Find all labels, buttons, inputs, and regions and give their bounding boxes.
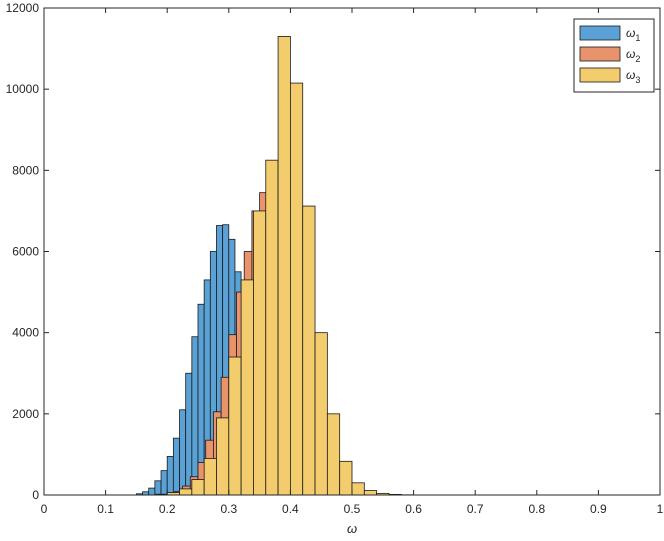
- bar-omega-3-15: [339, 460, 353, 496]
- bar-omega-1-2: [148, 487, 156, 496]
- x-tick-label: 0.4: [282, 502, 299, 516]
- bar-omega-1-3: [154, 480, 162, 496]
- legend-entry-subscript: 2: [635, 54, 640, 64]
- x-tick-label: 0.6: [405, 502, 422, 516]
- x-tick-label: 0.8: [528, 502, 545, 516]
- y-tick-label: 10000: [6, 82, 40, 96]
- y-tick-label: 0: [32, 488, 39, 502]
- legend-swatch: [579, 67, 621, 83]
- bar-omega-1-4: [160, 470, 168, 496]
- legend-swatch: [579, 46, 621, 62]
- bars-layer: [135, 36, 414, 496]
- legend-entry-subscript: 1: [635, 33, 640, 43]
- x-axis-label: ω: [347, 521, 357, 536]
- bar-omega-3-14: [326, 413, 341, 496]
- x-tick-label: 1: [657, 502, 664, 516]
- bar-omega-3-6: [228, 356, 242, 496]
- bar-omega-3-17: [363, 490, 378, 496]
- bar-omega-3-13: [314, 332, 328, 496]
- bar-omega-3-4: [203, 458, 217, 496]
- y-tick-label: 6000: [12, 245, 39, 259]
- x-tick-label: 0.1: [97, 502, 114, 516]
- x-tick-label: 0.7: [467, 502, 484, 516]
- bar-omega-3-5: [216, 417, 230, 496]
- plot-frame: [43, 7, 661, 496]
- y-tick-label: 2000: [12, 407, 39, 421]
- bar-omega-3-8: [253, 210, 267, 496]
- x-axis: 0 0.1 0.2 0.3 0.4 0.5 0.6 0.7 0.8 0.9 1: [41, 8, 664, 516]
- x-tick-label: 0.5: [344, 502, 361, 516]
- x-tick-label: 0.9: [590, 502, 607, 516]
- series-omega-3: [154, 36, 414, 496]
- bar-omega-1-9: [191, 336, 199, 496]
- bar-omega-3-12: [302, 205, 316, 496]
- x-tick-label: 0: [41, 502, 48, 516]
- legend-swatch: [579, 25, 621, 41]
- bar-omega-3-10: [277, 36, 291, 496]
- bar-omega-1-5: [166, 456, 174, 496]
- y-tick-label: 12000: [6, 1, 40, 15]
- bar-omega-3-2: [179, 488, 193, 496]
- y-tick-label: 4000: [12, 326, 39, 340]
- bar-omega-3-3: [191, 479, 205, 496]
- legend-entry-subscript: 3: [635, 75, 640, 85]
- bar-omega-3-9: [265, 159, 279, 496]
- bar-omega-3-11: [289, 82, 304, 496]
- bar-omega-1-7: [179, 409, 187, 496]
- x-tick-label: 0.3: [220, 502, 237, 516]
- bar-omega-3-7: [240, 279, 254, 496]
- x-tick-label: 0.2: [159, 502, 176, 516]
- y-axis: 0 2000 4000 6000 8000 10000 12000: [6, 1, 660, 502]
- bar-omega-3-16: [351, 482, 365, 496]
- y-tick-label: 8000: [12, 163, 39, 177]
- bar-omega-1-6: [172, 437, 180, 496]
